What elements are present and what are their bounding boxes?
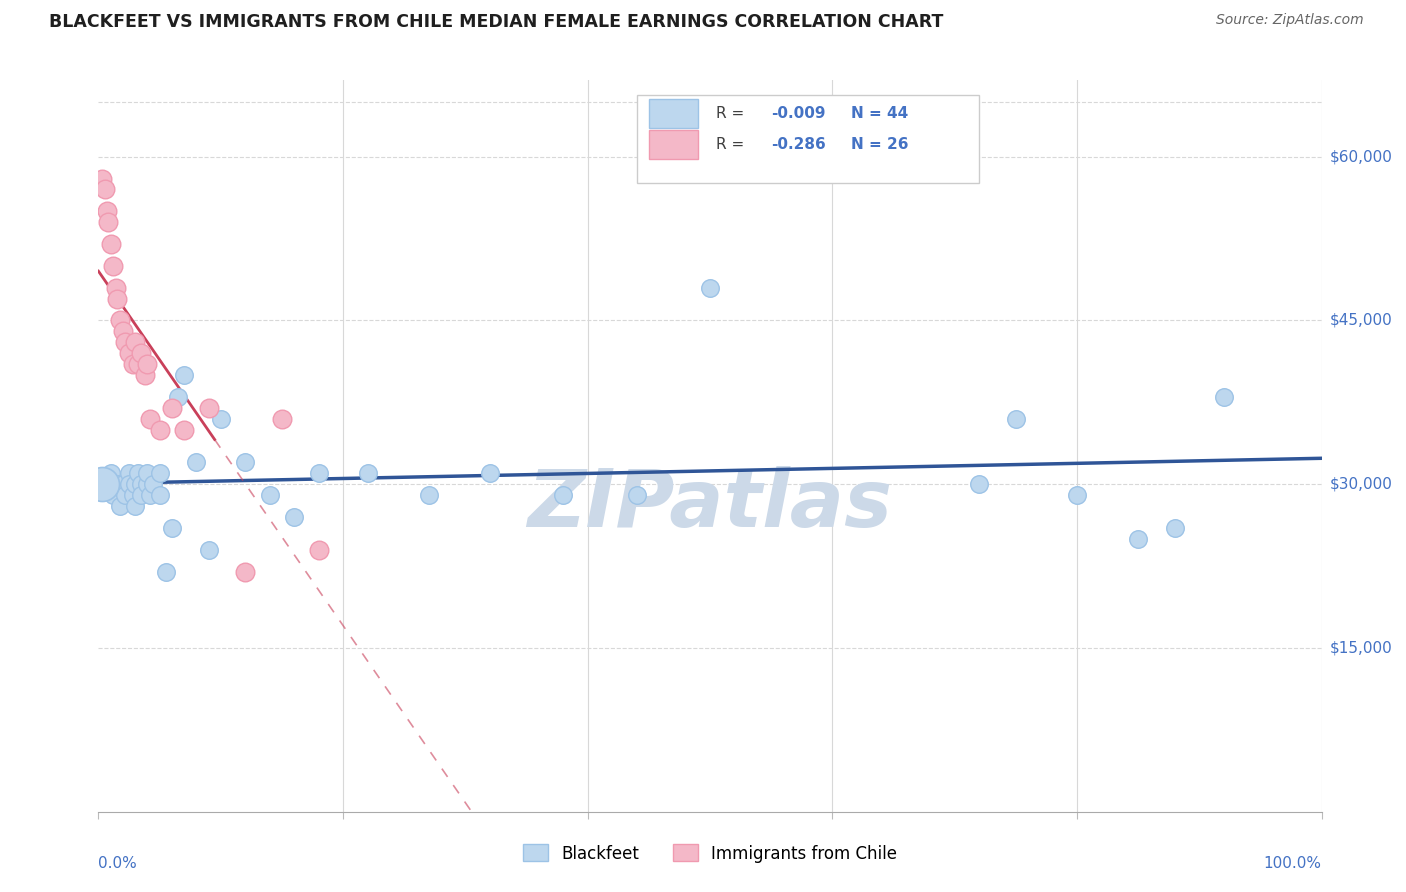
Text: BLACKFEET VS IMMIGRANTS FROM CHILE MEDIAN FEMALE EARNINGS CORRELATION CHART: BLACKFEET VS IMMIGRANTS FROM CHILE MEDIA… xyxy=(49,13,943,31)
Point xyxy=(129,346,152,360)
Point xyxy=(259,488,281,502)
Point xyxy=(197,542,219,557)
Text: $45,000: $45,000 xyxy=(1330,313,1393,328)
Point xyxy=(93,477,115,491)
Point xyxy=(96,204,118,219)
Point xyxy=(160,521,183,535)
Point xyxy=(233,455,256,469)
Text: $30,000: $30,000 xyxy=(1330,476,1393,491)
Text: Source: ZipAtlas.com: Source: ZipAtlas.com xyxy=(1216,13,1364,28)
Text: -0.286: -0.286 xyxy=(772,137,825,153)
Point xyxy=(270,411,294,425)
Point xyxy=(173,423,195,437)
Point xyxy=(283,510,305,524)
Point xyxy=(1004,411,1026,425)
Text: 0.0%: 0.0% xyxy=(98,855,138,871)
Point xyxy=(1164,521,1187,535)
FancyBboxPatch shape xyxy=(637,95,979,183)
Point xyxy=(699,281,721,295)
Point xyxy=(418,488,440,502)
Point xyxy=(127,467,149,481)
Point xyxy=(100,237,122,252)
Text: N = 44: N = 44 xyxy=(851,105,908,120)
Point xyxy=(160,401,183,415)
Point xyxy=(149,423,172,437)
Point xyxy=(155,565,177,579)
Point xyxy=(101,259,124,273)
Point xyxy=(626,488,648,502)
Point xyxy=(93,182,115,196)
Point xyxy=(105,292,128,306)
Point xyxy=(149,488,172,502)
Point xyxy=(1128,532,1150,546)
Legend: Blackfeet, Immigrants from Chile: Blackfeet, Immigrants from Chile xyxy=(516,838,904,869)
Point xyxy=(1066,488,1088,502)
Text: N = 26: N = 26 xyxy=(851,137,908,153)
Point xyxy=(124,335,146,350)
Point xyxy=(118,346,141,360)
Point xyxy=(136,357,159,371)
Point xyxy=(114,335,136,350)
Point xyxy=(127,357,149,371)
Text: R =: R = xyxy=(716,105,749,120)
Point xyxy=(308,467,330,481)
Bar xyxy=(648,130,697,160)
Point xyxy=(186,455,208,469)
Point xyxy=(104,281,127,295)
Point xyxy=(105,477,128,491)
Text: $60,000: $60,000 xyxy=(1330,149,1393,164)
Point xyxy=(197,401,219,415)
Text: $15,000: $15,000 xyxy=(1330,640,1393,656)
Bar xyxy=(648,99,697,128)
Point xyxy=(136,477,159,491)
Point xyxy=(91,477,114,491)
Point xyxy=(1212,390,1234,404)
Point xyxy=(121,357,143,371)
Point xyxy=(118,467,141,481)
Point xyxy=(167,390,190,404)
Point xyxy=(118,477,141,491)
Point xyxy=(111,324,134,338)
Point xyxy=(121,488,143,502)
Point xyxy=(142,477,165,491)
Point xyxy=(124,499,146,513)
Point xyxy=(967,477,990,491)
Text: -0.009: -0.009 xyxy=(772,105,825,120)
Point xyxy=(110,499,132,513)
Text: R =: R = xyxy=(716,137,754,153)
Text: 100.0%: 100.0% xyxy=(1264,855,1322,871)
Point xyxy=(478,467,501,481)
Point xyxy=(111,477,134,491)
Point xyxy=(356,467,378,481)
Point xyxy=(100,467,122,481)
Point xyxy=(110,313,132,327)
Point xyxy=(139,488,162,502)
Point xyxy=(553,488,575,502)
Point xyxy=(209,411,232,425)
Point xyxy=(129,477,152,491)
Point xyxy=(97,215,120,229)
Point xyxy=(114,488,136,502)
Point xyxy=(134,368,156,382)
Point xyxy=(91,171,114,186)
Text: ZIPatlas: ZIPatlas xyxy=(527,466,893,543)
Point xyxy=(149,467,172,481)
Point xyxy=(136,467,159,481)
Point xyxy=(308,542,330,557)
Point xyxy=(139,411,162,425)
Point xyxy=(124,477,146,491)
Point xyxy=(129,488,152,502)
Point xyxy=(233,565,256,579)
Point xyxy=(173,368,195,382)
Point xyxy=(101,488,124,502)
